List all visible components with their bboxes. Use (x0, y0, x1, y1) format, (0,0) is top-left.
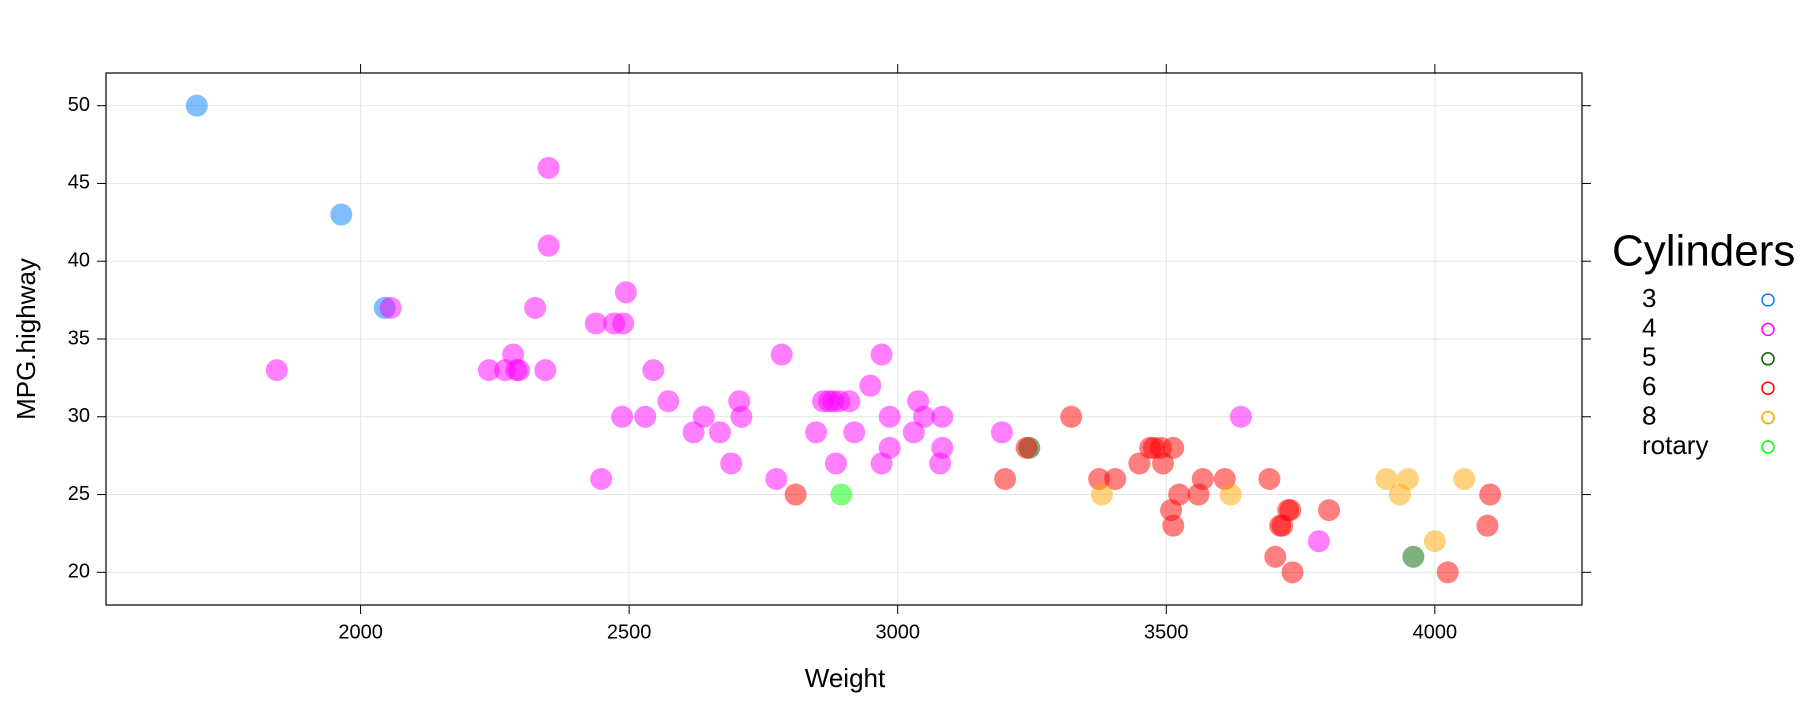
point (1162, 514, 1185, 537)
legend-label: 6 (1642, 371, 1656, 401)
y-tick-label: 30 (68, 405, 90, 427)
x-tick-label: 3500 (1144, 621, 1189, 643)
point (770, 343, 793, 366)
point (1191, 468, 1214, 490)
point (1229, 405, 1252, 428)
point (730, 405, 753, 428)
point (805, 421, 828, 444)
point (1090, 483, 1113, 506)
point (1436, 561, 1459, 584)
y-tick-label: 20 (68, 561, 90, 583)
legend-marker (1761, 440, 1775, 454)
point (765, 468, 788, 490)
point (508, 359, 531, 382)
point (1219, 483, 1242, 506)
point (524, 296, 547, 319)
x-tick-label: 3000 (875, 621, 920, 643)
point (1375, 468, 1398, 490)
point (870, 343, 893, 366)
point (990, 421, 1013, 444)
x-tick-label: 2500 (607, 621, 652, 643)
point (534, 359, 557, 382)
point (931, 405, 954, 428)
point (1060, 405, 1083, 428)
point (614, 281, 637, 304)
y-tick-label: 35 (68, 327, 90, 349)
legend-marker (1761, 352, 1775, 366)
point (830, 483, 853, 506)
point (784, 483, 807, 506)
legend-label: rotary (1642, 430, 1708, 460)
y-tick-label: 40 (68, 250, 90, 272)
point (265, 359, 288, 382)
point (1162, 436, 1185, 459)
point (720, 452, 743, 475)
y-tick-label: 50 (68, 94, 90, 116)
point (1152, 452, 1175, 475)
point (537, 156, 560, 179)
point (1104, 468, 1127, 490)
point (1168, 483, 1191, 506)
point (1402, 545, 1425, 568)
point (590, 468, 613, 490)
point (1279, 499, 1302, 522)
legend-marker (1761, 322, 1775, 337)
point (1258, 468, 1281, 490)
legend-label: 4 (1642, 312, 1656, 342)
point (843, 421, 866, 444)
point (838, 390, 861, 413)
point (878, 405, 901, 428)
point (1396, 468, 1419, 490)
x-tick-label: 2000 (338, 621, 383, 643)
point (1128, 452, 1151, 475)
point (537, 234, 560, 257)
point (931, 436, 954, 459)
point (642, 359, 665, 382)
point (1307, 530, 1330, 553)
point (692, 405, 715, 428)
point (612, 312, 635, 335)
point (634, 405, 657, 428)
x-tick-label: 4000 (1413, 621, 1458, 643)
point (859, 374, 882, 397)
point (708, 421, 731, 444)
point (1479, 483, 1502, 506)
point (824, 452, 847, 475)
y-tick-label: 25 (68, 483, 90, 505)
legend-label: 8 (1642, 400, 1656, 430)
point (1015, 436, 1038, 459)
legend-label: 5 (1642, 342, 1656, 372)
point (611, 405, 634, 428)
point (185, 94, 208, 117)
point (1318, 499, 1341, 522)
plot-frame (105, 72, 1583, 606)
point (330, 203, 353, 226)
point (1264, 545, 1287, 568)
point (682, 421, 705, 444)
point (1281, 561, 1304, 584)
x-axis-label: Weight (805, 663, 886, 693)
point (379, 296, 402, 319)
point (1476, 514, 1499, 537)
point (1453, 468, 1476, 490)
legend-label: 3 (1642, 283, 1656, 313)
point (913, 405, 936, 428)
legend-marker (1761, 381, 1775, 395)
point (902, 421, 925, 444)
point (878, 436, 901, 459)
point (657, 390, 680, 413)
point (477, 359, 500, 382)
y-tick-label: 45 (68, 172, 90, 194)
legend-title: Cylinders (1612, 227, 1795, 276)
point (1423, 530, 1446, 553)
point (584, 312, 607, 335)
y-axis-label: MPG.highway (11, 258, 41, 420)
point (994, 468, 1017, 490)
legend-marker (1761, 293, 1775, 307)
legend-marker (1761, 410, 1775, 425)
